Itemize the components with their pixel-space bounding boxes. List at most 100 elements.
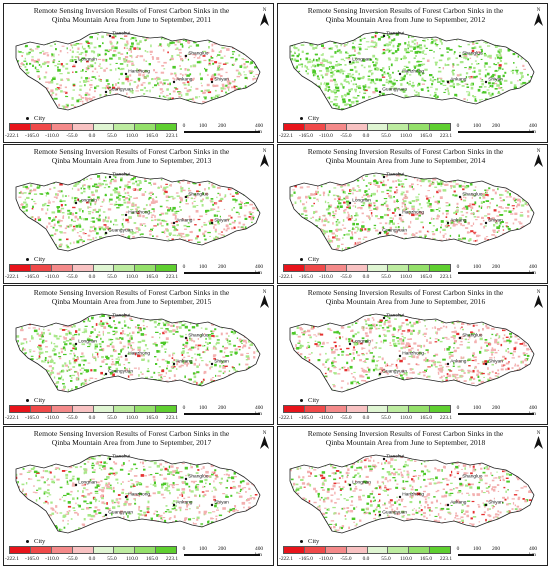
legend-tick-label: -55.0 — [340, 415, 352, 421]
city-marker: Shiyan — [210, 359, 229, 366]
north-label: N — [262, 8, 267, 13]
scale-label: 200 — [491, 123, 501, 129]
map-panel: Remote Sensing Inversion Results of Fore… — [277, 426, 548, 566]
city-label: Tianshui — [112, 454, 130, 460]
panel-title-line2: Qinba Mountain Area from June to Septemb… — [51, 438, 212, 447]
legend-tick-label: 55.0 — [381, 274, 391, 280]
panel-title-line2: Qinba Mountain Area from June to Septemb… — [325, 438, 486, 447]
city-marker: Shangluo — [458, 333, 483, 340]
city-marker: Longnan — [348, 480, 371, 487]
legend-swatch — [388, 406, 410, 412]
city-label: Guangyuan — [382, 87, 407, 93]
legend-tick-label: 223.1 — [439, 133, 453, 139]
legend-tick-label: -110.0 — [45, 415, 59, 421]
carbon-sink-map: Tianshui Longnan Hanzhong Shangluo Ankang Shi… — [15, 172, 261, 252]
panel-title: Remote Sensing Inversion Results of Fore… — [278, 147, 533, 165]
scale-label: 200 — [217, 264, 227, 270]
legend-swatch — [93, 406, 115, 412]
north-arrow-icon: N — [259, 290, 270, 310]
city-legend-key: City — [300, 538, 319, 545]
legend-tick-label: 110.0 — [400, 415, 412, 421]
city-legend-label: City — [308, 115, 320, 122]
legend-swatch — [284, 406, 305, 412]
legend-swatch — [51, 265, 73, 271]
city-marker: Ankang — [172, 218, 193, 225]
legend-swatch — [135, 265, 157, 271]
legend-tick-label: -165.0 — [299, 274, 313, 280]
city-label: Tianshui — [386, 31, 404, 37]
city-marker: Longnan — [348, 57, 371, 64]
legend-tick-label: -110.0 — [319, 415, 333, 421]
scale-bar: 0 100 200 400 km — [183, 405, 270, 421]
city-marker: Tianshui — [382, 454, 404, 461]
scale-bar: 0 100 200 400 km — [456, 264, 544, 280]
city-marker: Hanzhong — [124, 210, 150, 217]
scale-label: 200 — [217, 123, 227, 129]
legend-tick-label: -222.1 — [279, 133, 293, 139]
map-panel: Remote Sensing Inversion Results of Fore… — [277, 144, 548, 284]
scale-label: 0 — [456, 264, 460, 270]
panel-title-line1: Remote Sensing Inversion Results of Fore… — [307, 6, 504, 15]
panel-title-line2: Qinba Mountain Area from June to Septemb… — [325, 15, 486, 24]
panel-title: Remote Sensing Inversion Results of Fore… — [4, 429, 259, 447]
north-arrow-icon: N — [533, 431, 544, 451]
city-marker: Tianshui — [108, 454, 130, 461]
city-marker: Guangyuan — [378, 87, 407, 94]
scale-label: 100 — [198, 123, 208, 129]
panel-title-line2: Qinba Mountain Area from June to Septemb… — [51, 297, 212, 306]
city-label: Hanzhong — [128, 210, 150, 216]
legend-swatch — [114, 547, 136, 553]
scale-label: 100 — [198, 546, 208, 552]
legend-swatch — [284, 547, 305, 553]
legend-tick-label: -165.0 — [299, 556, 313, 562]
legend-tick-label: 223.1 — [165, 556, 179, 562]
city-marker: Shiyan — [484, 500, 503, 507]
city-label: Hanzhong — [402, 69, 424, 75]
panel-title: Remote Sensing Inversion Results of Fore… — [4, 288, 259, 306]
legend-tick-label: 223.1 — [165, 133, 179, 139]
scale-label: 100 — [472, 405, 482, 411]
legend-tick-label: 165.0 — [145, 274, 159, 280]
legend-tick-label: 165.0 — [419, 556, 433, 562]
legend-swatch — [10, 265, 31, 271]
city-label: Hanzhong — [128, 351, 150, 357]
legend-swatch — [51, 547, 73, 553]
north-arrow-icon: N — [533, 290, 544, 310]
legend-tick-label: 223.1 — [439, 415, 453, 421]
scale-label: 0 — [456, 123, 460, 129]
city-legend-label: City — [308, 256, 320, 263]
scale-label: 100 — [472, 123, 482, 129]
legend-tick-label: 165.0 — [419, 415, 433, 421]
legend-tick-label: 110.0 — [400, 274, 412, 280]
scale-label: 400 km — [529, 546, 538, 558]
legend-swatch — [72, 265, 94, 271]
city-legend-label: City — [34, 256, 46, 263]
legend-swatch — [388, 547, 410, 553]
legend-tick-label: -222.1 — [5, 133, 19, 139]
city-label: Guangyuan — [382, 369, 407, 375]
city-marker: Hanzhong — [398, 492, 424, 499]
city-marker: Guangyuan — [104, 228, 133, 235]
city-dot-icon — [26, 539, 29, 543]
legend-swatch — [72, 547, 94, 553]
city-label: Longnan — [352, 198, 371, 204]
legend-tick-label: 0.0 — [362, 274, 370, 280]
legend-tick-label: 165.0 — [145, 133, 159, 139]
city-marker: Hanzhong — [398, 351, 424, 358]
city-label: Ankang — [176, 218, 193, 224]
legend-swatch — [409, 406, 431, 412]
city-label: Guangyuan — [382, 228, 407, 234]
city-marker: Shiyan — [210, 218, 229, 225]
city-marker: Longnan — [74, 339, 97, 346]
city-marker: Tianshui — [108, 172, 130, 179]
city-marker: Tianshui — [382, 31, 404, 38]
legend-swatch — [304, 406, 326, 412]
color-legend — [283, 123, 451, 131]
city-label: Ankang — [450, 500, 467, 506]
city-label: Longnan — [78, 339, 97, 345]
legend-swatch — [156, 547, 176, 553]
city-marker: Longnan — [74, 198, 97, 205]
scale-label: 0 — [456, 405, 460, 411]
city-marker: Shangluo — [184, 333, 209, 340]
